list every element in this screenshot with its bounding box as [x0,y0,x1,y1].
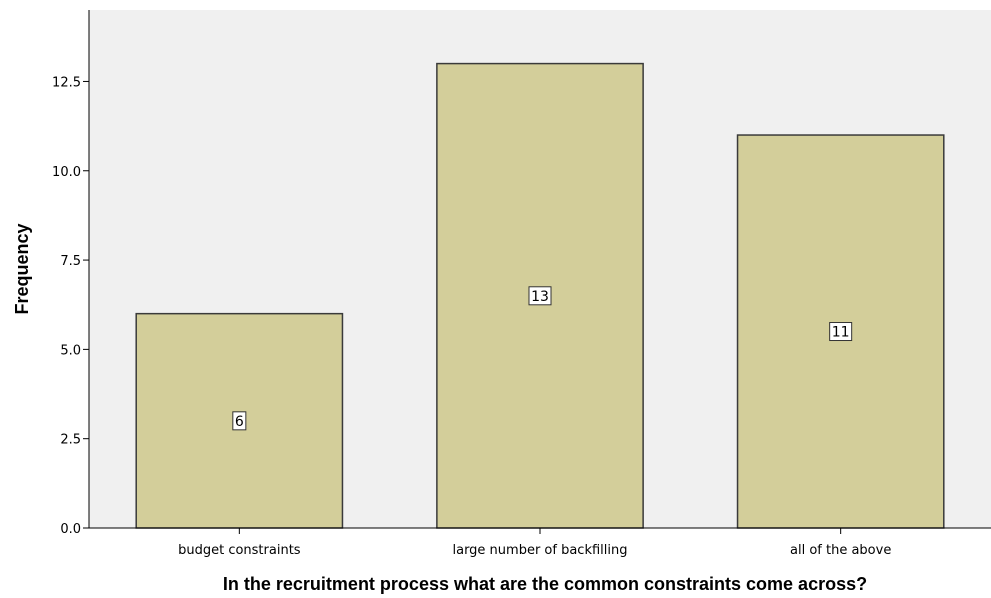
data-label-box [528,286,552,306]
y-tick-label: 7.5 [60,254,81,269]
data-label: 13 [531,289,549,305]
y-tick-label: 0.0 [60,522,81,537]
y-tick-label: 5.0 [60,343,81,358]
data-label-box [232,411,247,431]
y-tick-label: 10.0 [52,165,81,180]
data-label-box [829,322,853,342]
data-label: 11 [832,325,850,341]
y-axis-title: Frequency [12,223,32,314]
x-tick-label: budget constraints [178,543,301,558]
data-label: 6 [235,414,244,430]
data-labels-group: 6 13 11 [232,286,853,431]
x-axis-title: In the recruitment process what are the … [223,574,867,594]
x-tick-label: all of the above [790,543,891,558]
y-ticks-group: 0.0 2.5 5.0 7.5 10.0 12.5 [52,75,89,537]
y-tick-label: 2.5 [60,433,81,448]
y-tick-label: 12.5 [52,75,81,90]
x-ticks-group: budget constraints large number of backfi… [178,528,891,558]
bars-group [135,62,945,529]
x-tick-label: large number of backfilling [452,543,627,558]
